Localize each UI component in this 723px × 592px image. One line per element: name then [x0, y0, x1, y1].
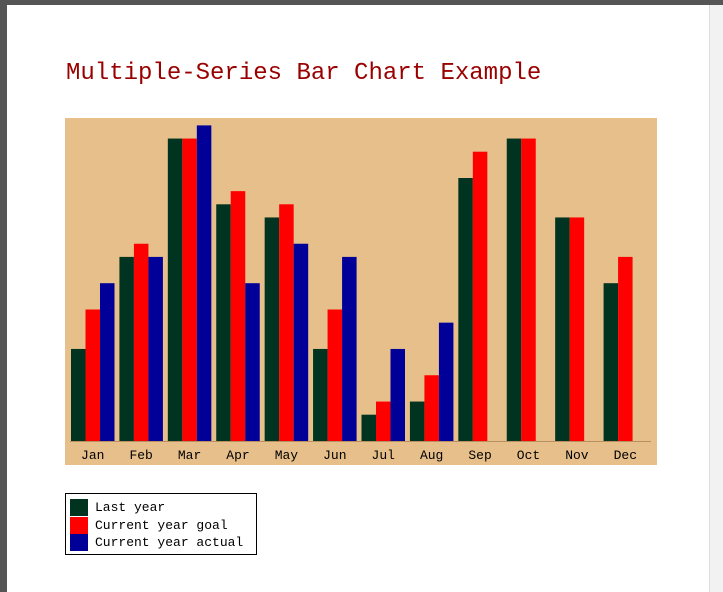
x-tick-label: Aug	[420, 448, 443, 463]
bar	[167, 138, 183, 442]
x-tick-label: Nov	[565, 448, 589, 463]
x-tick-label: Apr	[226, 448, 249, 463]
x-tick-label: Oct	[517, 448, 540, 463]
bar	[196, 125, 212, 442]
bar	[293, 243, 309, 441]
bar	[409, 401, 425, 441]
bar	[555, 217, 570, 441]
bar	[342, 256, 357, 441]
bar	[424, 375, 439, 441]
x-tick-label: Mar	[178, 448, 201, 463]
bar	[264, 217, 280, 441]
bar	[182, 138, 197, 442]
bar	[71, 348, 86, 441]
x-tick-label: Jul	[372, 448, 396, 463]
x-tick-label: May	[275, 448, 299, 463]
bar	[390, 348, 405, 441]
bar	[245, 283, 260, 441]
bar	[119, 256, 134, 441]
bar	[618, 256, 633, 441]
legend-label: Current year goal	[95, 517, 228, 533]
bar	[569, 217, 585, 441]
x-tick-label: Sep	[468, 448, 491, 463]
x-tick-label: Jan	[81, 448, 104, 463]
legend-item-last-year: Last year	[70, 499, 256, 517]
chart-legend: Last year Current year goal Current year…	[65, 493, 257, 555]
legend-swatch	[70, 534, 88, 552]
vertical-scrollbar[interactable]	[709, 5, 723, 592]
chart-title: Multiple-Series Bar Chart Example	[66, 60, 542, 87]
legend-swatch	[70, 516, 88, 534]
legend-item-current-year-goal: Current year goal	[70, 516, 256, 535]
bar	[438, 322, 454, 441]
x-tick-label: Feb	[129, 448, 152, 463]
bar	[133, 243, 149, 441]
bar	[472, 151, 488, 441]
legend-label: Last year	[95, 500, 166, 516]
legend-item-current-year-actual: Current year actual	[70, 534, 256, 552]
bar	[230, 191, 246, 441]
bar	[216, 204, 231, 441]
bar	[458, 178, 473, 441]
bar	[279, 204, 294, 441]
bar	[148, 256, 163, 441]
bar	[521, 138, 536, 442]
legend-label: Current year actual	[95, 535, 244, 551]
bar-chart: Jan Feb Mar Apr May Jun Jul Aug Sep Oct Nov Dec	[65, 118, 657, 465]
bar	[327, 309, 343, 441]
bar	[603, 283, 619, 441]
x-tick-label: Jun	[323, 448, 346, 463]
bar	[100, 283, 115, 441]
legend-swatch	[70, 499, 88, 517]
bar	[85, 309, 100, 441]
bar	[313, 348, 328, 441]
bar	[506, 138, 522, 442]
x-tick-label: Dec	[614, 448, 637, 463]
bar	[361, 414, 376, 441]
bar	[376, 401, 391, 441]
